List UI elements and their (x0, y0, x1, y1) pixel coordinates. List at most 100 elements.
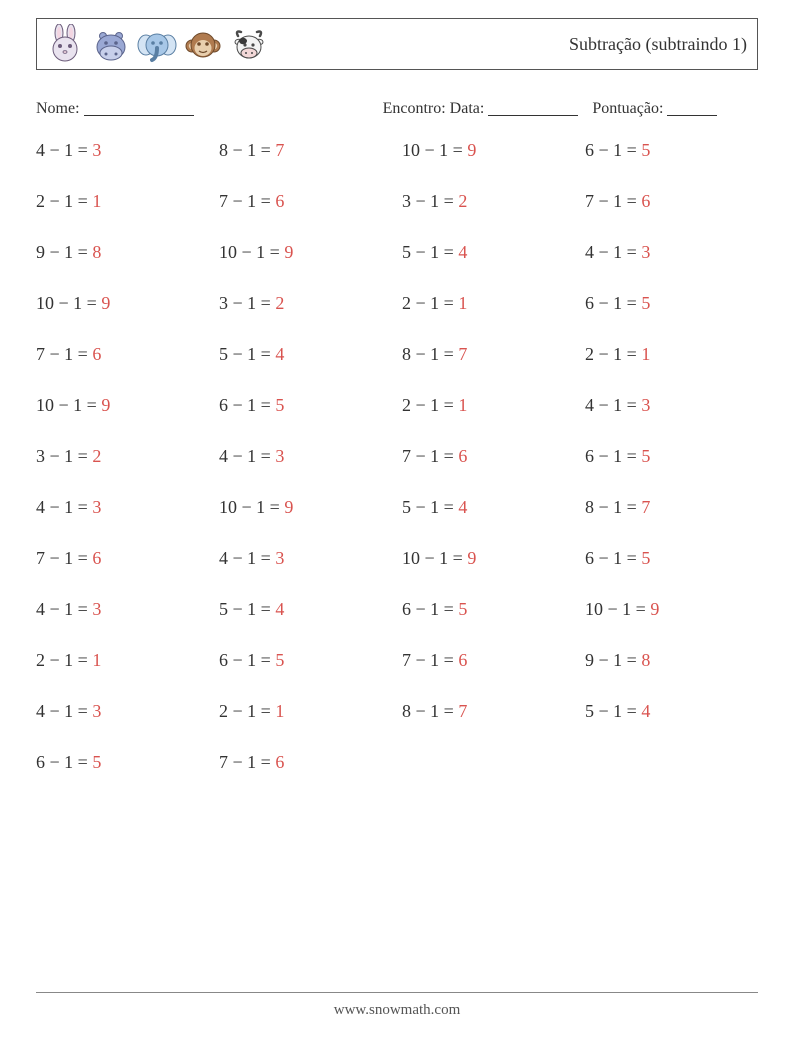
problem-cell: 10 − 1 = 9 (36, 395, 209, 416)
problem-expression: 2 − 1 = (585, 344, 641, 364)
problem-cell: 6 − 1 = 5 (402, 599, 575, 620)
problem-expression: 4 − 1 = (219, 548, 275, 568)
problem-answer: 8 (641, 650, 650, 670)
problem-answer: 5 (92, 752, 101, 772)
problem-answer: 6 (92, 548, 101, 568)
problem-expression: 10 − 1 = (402, 140, 467, 160)
worksheet-title: Subtração (subtraindo 1) (569, 34, 747, 55)
problem-expression: 4 − 1 = (585, 242, 641, 262)
problem-expression: 6 − 1 = (585, 446, 641, 466)
problem-answer: 9 (101, 395, 110, 415)
problem-expression: 10 − 1 = (219, 242, 284, 262)
problem-expression: 6 − 1 = (402, 599, 458, 619)
problem-cell: 10 − 1 = 9 (402, 140, 575, 161)
problem-cell: 3 − 1 = 2 (219, 293, 392, 314)
problem-expression: 5 − 1 = (585, 701, 641, 721)
problem-answer: 3 (92, 497, 101, 517)
problem-expression: 8 − 1 = (585, 497, 641, 517)
problem-cell: 5 − 1 = 4 (402, 242, 575, 263)
problem-answer: 6 (275, 191, 284, 211)
problem-expression: 9 − 1 = (585, 650, 641, 670)
problem-expression: 2 − 1 = (219, 701, 275, 721)
score-field: Pontuação: (592, 96, 717, 118)
problem-cell: 8 − 1 = 7 (219, 140, 392, 161)
problem-cell: 2 − 1 = 1 (402, 293, 575, 314)
problem-cell: 6 − 1 = 5 (219, 650, 392, 671)
problem-cell: 2 − 1 = 1 (585, 344, 758, 365)
problem-expression: 2 − 1 = (36, 191, 92, 211)
problem-cell: 7 − 1 = 6 (219, 191, 392, 212)
problem-expression: 7 − 1 = (36, 548, 92, 568)
header-box: Subtração (subtraindo 1) (36, 18, 758, 70)
problem-cell: 2 − 1 = 1 (219, 701, 392, 722)
problem-answer: 5 (275, 650, 284, 670)
problem-expression: 7 − 1 = (402, 446, 458, 466)
problem-answer: 9 (284, 497, 293, 517)
problem-answer: 2 (458, 191, 467, 211)
problem-cell: 2 − 1 = 1 (36, 650, 209, 671)
problem-cell: 8 − 1 = 7 (402, 701, 575, 722)
problem-cell: 6 − 1 = 5 (219, 395, 392, 416)
problem-cell: 10 − 1 = 9 (36, 293, 209, 314)
problem-cell: 7 − 1 = 6 (585, 191, 758, 212)
problem-cell: 3 − 1 = 2 (402, 191, 575, 212)
problem-cell: 4 − 1 = 3 (36, 701, 209, 722)
problem-cell: 10 − 1 = 9 (219, 497, 392, 518)
problem-answer: 4 (641, 701, 650, 721)
problem-answer: 4 (458, 497, 467, 517)
problem-expression: 4 − 1 = (36, 140, 92, 160)
problem-expression: 10 − 1 = (36, 293, 101, 313)
problem-expression: 10 − 1 = (402, 548, 467, 568)
problem-expression: 6 − 1 = (219, 395, 275, 415)
problem-answer: 6 (458, 446, 467, 466)
problem-answer: 3 (92, 140, 101, 160)
problem-expression: 4 − 1 = (219, 446, 275, 466)
problem-answer: 3 (92, 599, 101, 619)
problem-expression: 3 − 1 = (219, 293, 275, 313)
problem-answer: 3 (641, 242, 650, 262)
problem-cell: 6 − 1 = 5 (585, 548, 758, 569)
problem-cell: 10 − 1 = 9 (585, 599, 758, 620)
problem-cell: 7 − 1 = 6 (36, 344, 209, 365)
problem-expression: 7 − 1 = (402, 650, 458, 670)
problem-answer: 7 (641, 497, 650, 517)
problem-expression: 5 − 1 = (219, 599, 275, 619)
date-field: Encontro: Data: (383, 96, 579, 118)
problem-expression: 4 − 1 = (36, 497, 92, 517)
score-blank[interactable] (667, 99, 717, 116)
footer-url: www.snowmath.com (0, 1002, 794, 1019)
problem-answer: 6 (458, 650, 467, 670)
problem-expression: 10 − 1 = (219, 497, 284, 517)
problem-expression: 7 − 1 = (219, 191, 275, 211)
problem-cell: 6 − 1 = 5 (36, 752, 209, 773)
name-blank[interactable] (84, 99, 194, 116)
problem-expression: 8 − 1 = (402, 344, 458, 364)
problem-answer: 1 (458, 395, 467, 415)
problem-expression: 8 − 1 = (402, 701, 458, 721)
problem-answer: 4 (275, 599, 284, 619)
problem-answer: 9 (467, 140, 476, 160)
problem-cell: 4 − 1 = 3 (36, 599, 209, 620)
problem-cell: 6 − 1 = 5 (585, 140, 758, 161)
problem-expression: 2 − 1 = (402, 395, 458, 415)
problem-cell: 9 − 1 = 8 (585, 650, 758, 671)
problem-answer: 5 (641, 293, 650, 313)
problem-answer: 9 (467, 548, 476, 568)
problem-cell: 4 − 1 = 3 (36, 140, 209, 161)
name-label: Nome: (36, 100, 80, 117)
problem-expression: 3 − 1 = (402, 191, 458, 211)
problem-cell: 7 − 1 = 6 (219, 752, 392, 773)
problem-cell: 6 − 1 = 5 (585, 446, 758, 467)
problem-answer: 4 (275, 344, 284, 364)
problem-expression: 4 − 1 = (36, 599, 92, 619)
problem-expression: 4 − 1 = (36, 701, 92, 721)
problem-expression: 10 − 1 = (585, 599, 650, 619)
name-field: Nome: (36, 96, 383, 118)
info-row: Nome: Encontro: Data: Pontuação: (36, 96, 758, 118)
problem-expression: 9 − 1 = (36, 242, 92, 262)
monkey-icon (183, 24, 223, 64)
cow-icon (229, 24, 269, 64)
date-blank[interactable] (488, 99, 578, 116)
problem-expression: 6 − 1 = (585, 140, 641, 160)
problem-cell: 7 − 1 = 6 (402, 650, 575, 671)
